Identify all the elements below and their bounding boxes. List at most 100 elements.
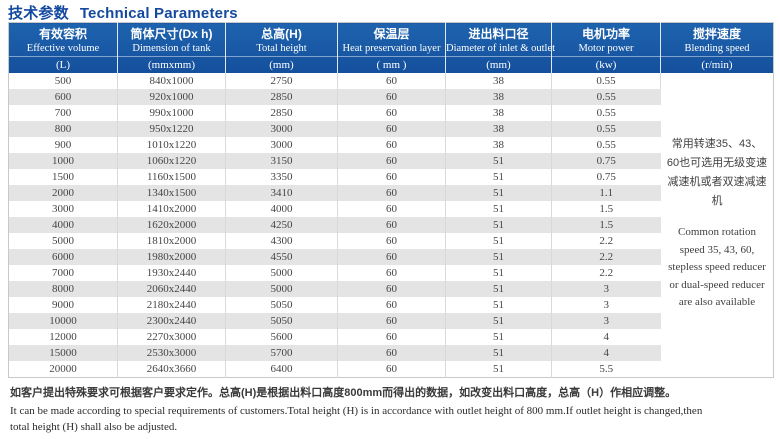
cell: 1.1 bbox=[551, 185, 661, 201]
cell: 5000 bbox=[8, 233, 118, 249]
col-header-effective-volume: 有效容积 Effective volume (L) bbox=[8, 22, 118, 73]
cell: 3350 bbox=[225, 169, 338, 185]
cell: 1620x2000 bbox=[117, 217, 226, 233]
footnote: 如客户提出特殊要求可根据客户要求定作。总高(H)是根据出料口高度800mm而得出… bbox=[10, 386, 772, 435]
col-header-en: Heat preservation layer bbox=[342, 43, 441, 54]
cell: 51 bbox=[445, 361, 552, 378]
table-body: 500 840x1000 2750 60 38 0.55 常用转速35、43、60也可选用无… bbox=[8, 73, 774, 378]
cell: 1000 bbox=[8, 153, 118, 169]
cell: 51 bbox=[445, 345, 552, 361]
cell: 4550 bbox=[225, 249, 338, 265]
cell: 12000 bbox=[8, 329, 118, 345]
cell: 10000 bbox=[8, 313, 118, 329]
cell: 0.55 bbox=[551, 105, 661, 121]
col-header-zh: 保温层 bbox=[373, 27, 410, 41]
cell: 3 bbox=[551, 281, 661, 297]
col-header-unit: (L) bbox=[9, 56, 117, 73]
cell: 840x1000 bbox=[117, 73, 226, 89]
table-row: 10000 2300x2440 5050 60 51 3 bbox=[8, 313, 774, 329]
cell: 2750 bbox=[225, 73, 338, 89]
blending-speed-note: 常用转速35、43、60也可选用无级变速减速机或者双速减速机 Common rot… bbox=[660, 73, 774, 378]
col-header-zh: 总高(H) bbox=[261, 27, 302, 41]
cell: 6400 bbox=[225, 361, 338, 378]
cell: 60 bbox=[337, 249, 446, 265]
col-header-inlet-outlet-diameter: 进出料口径 Diameter of inlet & outlet (mm) bbox=[445, 22, 556, 73]
cell: 51 bbox=[445, 329, 552, 345]
cell: 990x1000 bbox=[117, 105, 226, 121]
col-header-zh: 搅拌速度 bbox=[692, 27, 741, 41]
cell: 51 bbox=[445, 217, 552, 233]
table-row: 7000 1930x2440 5000 60 51 2.2 bbox=[8, 265, 774, 281]
cell: 800 bbox=[8, 121, 118, 137]
col-header-en: Effective volume bbox=[26, 43, 100, 54]
col-header-unit: (mm) bbox=[226, 56, 337, 73]
cell: 60 bbox=[337, 217, 446, 233]
cell: 20000 bbox=[8, 361, 118, 378]
cell: 2270x3000 bbox=[117, 329, 226, 345]
cell: 4000 bbox=[225, 201, 338, 217]
col-header-en: Dimension of tank bbox=[132, 43, 211, 54]
cell: 38 bbox=[445, 89, 552, 105]
cell: 2060x2440 bbox=[117, 281, 226, 297]
table-row: 500 840x1000 2750 60 38 0.55 常用转速35、43、60也可选用无… bbox=[8, 73, 774, 378]
cell: 6000 bbox=[8, 249, 118, 265]
cell: 60 bbox=[337, 297, 446, 313]
table-row: 12000 2270x3000 5600 60 51 4 bbox=[8, 329, 774, 345]
parameters-table: 有效容积 Effective volume (L) 筒体尺寸(Dx h) Dim… bbox=[8, 22, 774, 378]
cell: 60 bbox=[337, 169, 446, 185]
cell: 2530x3000 bbox=[117, 345, 226, 361]
cell: 51 bbox=[445, 249, 552, 265]
cell: 60 bbox=[337, 233, 446, 249]
cell: 5050 bbox=[225, 313, 338, 329]
col-header-en: Total height bbox=[256, 43, 307, 54]
cell: 2.2 bbox=[551, 265, 661, 281]
col-header-heat-preservation-layer: 保温层 Heat preservation layer ( mm ) bbox=[337, 22, 446, 73]
cell: 7000 bbox=[8, 265, 118, 281]
table-row: 20000 2640x3660 6400 60 51 5.5 bbox=[8, 361, 774, 378]
blending-speed-note-zh: 常用转速35、43、60也可选用无级变速减速机或者双速减速机 bbox=[666, 138, 768, 207]
cell: 60 bbox=[337, 281, 446, 297]
table-row: 4000 1620x2000 4250 60 51 1.5 bbox=[8, 217, 774, 233]
table-row: 8000 2060x2440 5000 60 51 3 bbox=[8, 281, 774, 297]
cell: 3410 bbox=[225, 185, 338, 201]
cell: 60 bbox=[337, 73, 446, 89]
cell: 4 bbox=[551, 329, 661, 345]
footnote-en: It can be made according to special requ… bbox=[10, 403, 772, 435]
cell: 60 bbox=[337, 153, 446, 169]
cell: 500 bbox=[8, 73, 118, 89]
cell: 60 bbox=[337, 265, 446, 281]
cell: 5.5 bbox=[551, 361, 661, 378]
col-header-zh: 进出料口径 bbox=[468, 27, 529, 41]
cell: 15000 bbox=[8, 345, 118, 361]
cell: 4000 bbox=[8, 217, 118, 233]
cell: 2.2 bbox=[551, 249, 661, 265]
cell: 2850 bbox=[225, 89, 338, 105]
cell: 0.75 bbox=[551, 153, 661, 169]
col-header-zh: 有效容积 bbox=[38, 27, 87, 41]
table-row: 2000 1340x1500 3410 60 51 1.1 bbox=[8, 185, 774, 201]
table-row: 800 950x1220 3000 60 38 0.55 bbox=[8, 121, 774, 137]
footnote-en-line1: It can be made according to special requ… bbox=[10, 405, 703, 417]
table-row: 9000 2180x2440 5050 60 51 3 bbox=[8, 297, 774, 313]
table-row: 6000 1980x2000 4550 60 51 2.2 bbox=[8, 249, 774, 265]
cell: 5000 bbox=[225, 265, 338, 281]
table-row: 5000 1810x2000 4300 60 51 2.2 bbox=[8, 233, 774, 249]
cell: 0.55 bbox=[551, 73, 661, 89]
footnote-en-line2: total height (H) shall also be adjusted. bbox=[10, 421, 178, 433]
cell: 38 bbox=[445, 105, 552, 121]
cell: 2300x2440 bbox=[117, 313, 226, 329]
cell: 51 bbox=[445, 169, 552, 185]
cell: 0.55 bbox=[551, 121, 661, 137]
col-header-zh: 电机功率 bbox=[581, 27, 630, 41]
col-header-en: Diameter of inlet & outlet bbox=[446, 43, 556, 54]
cell: 1340x1500 bbox=[117, 185, 226, 201]
table-row: 1500 1160x1500 3350 60 51 0.75 bbox=[8, 169, 774, 185]
page-title-zh: 技术参数 bbox=[8, 5, 69, 22]
cell: 3 bbox=[551, 313, 661, 329]
cell: 60 bbox=[337, 345, 446, 361]
cell: 1010x1220 bbox=[117, 137, 226, 153]
cell: 3150 bbox=[225, 153, 338, 169]
page-title: 技术参数 Technical Parameters bbox=[8, 2, 238, 23]
col-header-blending-speed: 搅拌速度 Blending speed (r/min) bbox=[660, 22, 774, 73]
